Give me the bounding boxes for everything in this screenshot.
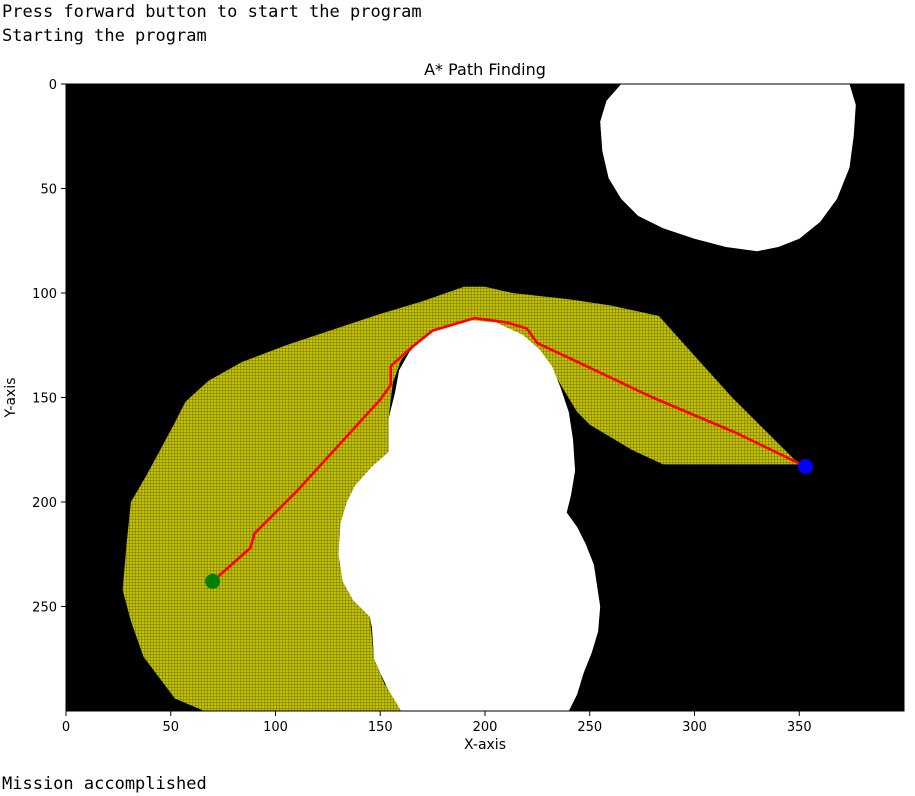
x-tick-label: 50 bbox=[162, 720, 179, 735]
y-tick-label: 250 bbox=[32, 601, 57, 616]
start-point bbox=[205, 573, 221, 589]
obstacle-1 bbox=[338, 320, 601, 711]
y-tick-label: 150 bbox=[32, 392, 57, 407]
y-axis: 0 50 100 150 200 250 bbox=[32, 78, 66, 616]
console-line-2: Starting the program bbox=[2, 26, 207, 46]
plot-area bbox=[66, 84, 904, 711]
goal-point bbox=[798, 458, 814, 474]
obstacle-0 bbox=[600, 84, 856, 252]
y-axis-label: Y-axis bbox=[3, 378, 19, 419]
x-tick-label: 350 bbox=[787, 720, 812, 735]
explored-region-0 bbox=[122, 286, 800, 711]
console-line-3: Mission accomplished bbox=[2, 774, 207, 794]
x-axis: 0 50 100 150 200 250 300 350 bbox=[62, 711, 812, 735]
x-tick-label: 100 bbox=[263, 720, 288, 735]
x-tick-label: 300 bbox=[682, 720, 707, 735]
y-tick-label: 200 bbox=[32, 496, 57, 511]
x-axis-label: X-axis bbox=[464, 737, 506, 753]
x-tick-label: 0 bbox=[62, 720, 70, 735]
path-line bbox=[211, 316, 807, 583]
y-tick-label: 50 bbox=[40, 183, 57, 198]
x-tick-label: 200 bbox=[473, 720, 498, 735]
y-tick-label: 100 bbox=[32, 287, 57, 302]
console-line-1: Press forward button to start the progra… bbox=[2, 2, 422, 22]
chart-title: A* Path Finding bbox=[424, 60, 546, 79]
x-tick-label: 250 bbox=[577, 720, 602, 735]
y-tick-label: 0 bbox=[49, 78, 57, 93]
x-tick-label: 150 bbox=[368, 720, 393, 735]
